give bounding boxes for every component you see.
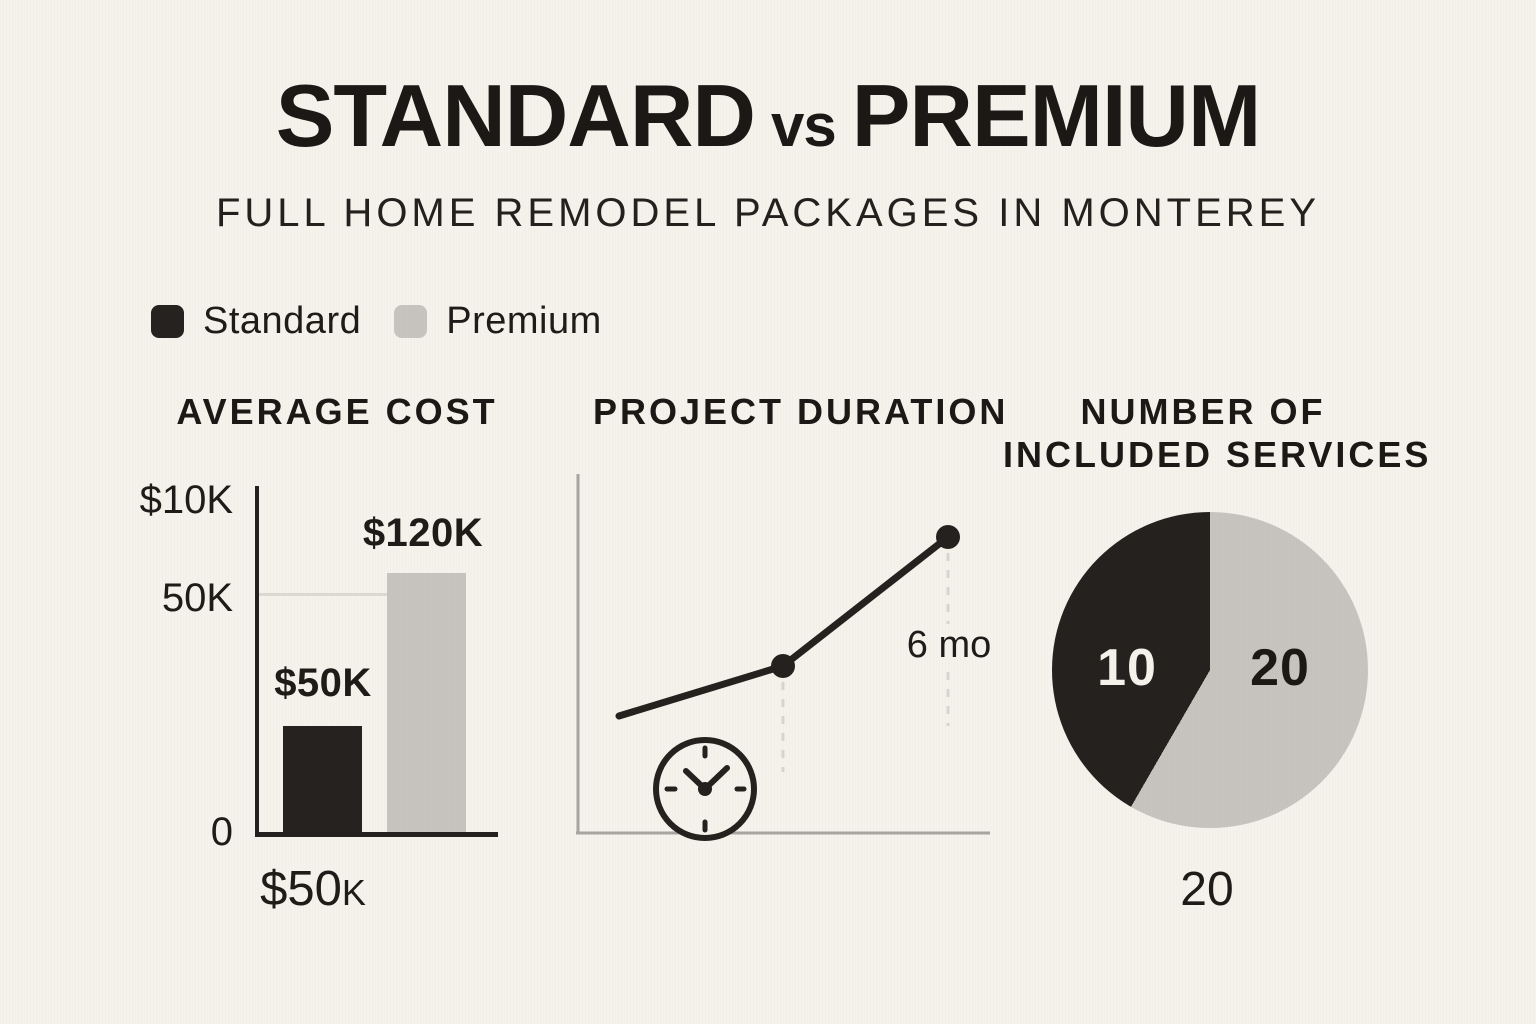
duration-annotation: 6 mo xyxy=(849,624,1049,667)
cost-bottom-value: $50 xyxy=(260,862,342,916)
cost-premium-value-label: $120K xyxy=(362,511,484,555)
premium-swatch-icon xyxy=(394,305,428,338)
cost-bar-standard xyxy=(283,726,362,832)
legend: Standard Premium xyxy=(151,300,602,343)
cost-standard-value-label: $50K xyxy=(274,661,372,705)
legend-standard-label: Standard xyxy=(203,300,362,342)
cost-bottom-unit: K xyxy=(341,872,366,913)
duration-point-mid xyxy=(771,654,795,678)
title-standard: STANDARD xyxy=(275,66,756,165)
cost-gridline-50k xyxy=(259,593,466,596)
pie-standard-slice-label: 10 xyxy=(1097,639,1157,697)
services-heading-line2: INCLUDED SERVICES xyxy=(1003,434,1432,475)
services-chart-heading: NUMBER OF INCLUDED SERVICES xyxy=(1003,390,1432,476)
cost-bottom-label: $50K xyxy=(203,861,423,917)
cost-chart-heading: AVERAGE COST xyxy=(176,391,498,432)
duration-point-end xyxy=(936,525,960,549)
standard-swatch-icon xyxy=(151,305,184,338)
cost-y-axis xyxy=(255,486,259,836)
legend-premium-label: Premium xyxy=(446,300,602,342)
services-pie-chart: 10 20 xyxy=(1052,512,1368,828)
cost-bar-premium xyxy=(387,573,466,832)
duration-chart-heading: PROJECT DURATION xyxy=(593,391,1009,432)
cost-ytick-0: 0 xyxy=(210,810,233,854)
legend-item-premium: Premium xyxy=(394,300,602,343)
legend-item-standard: Standard xyxy=(151,300,361,343)
title-vs: vs xyxy=(770,92,837,159)
services-bottom-label: 20 xyxy=(1180,863,1234,916)
services-heading-line1: NUMBER OF xyxy=(1080,391,1326,432)
page-title: STANDARD vs PREMIUM xyxy=(0,72,1536,160)
cost-ytick-10k: $10K xyxy=(139,478,233,522)
cost-x-axis xyxy=(255,832,498,837)
title-premium: PREMIUM xyxy=(851,66,1262,165)
clock-icon xyxy=(653,737,757,841)
pie-premium-slice-label: 20 xyxy=(1250,639,1310,697)
cost-ytick-50k: 50K xyxy=(161,576,233,620)
page-subtitle: FULL HOME REMODEL PACKAGES IN MONTEREY xyxy=(215,191,1320,235)
